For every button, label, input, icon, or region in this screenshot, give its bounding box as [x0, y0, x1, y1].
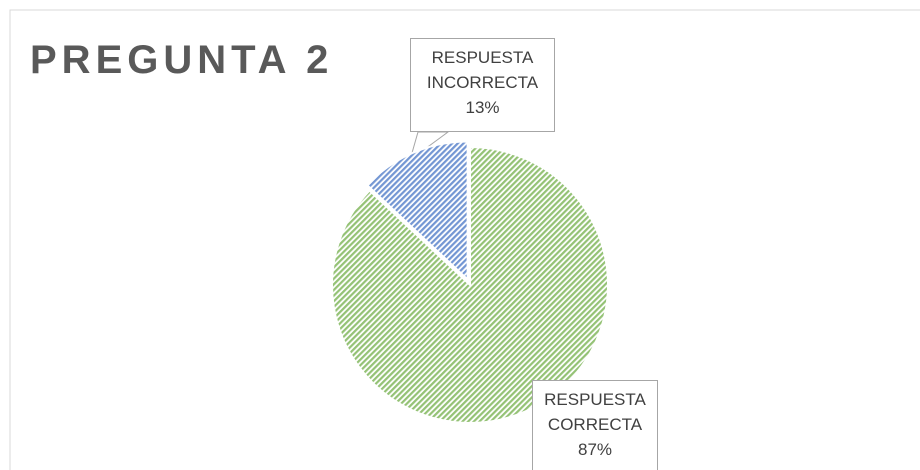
chart-border: [9, 9, 920, 470]
data-label: RESPUESTA INCORRECTA 13%: [410, 38, 555, 132]
category-label: RESPUESTA INCORRECTA: [426, 48, 539, 92]
pie-slice: [365, 140, 469, 282]
value-label: 87%: [577, 440, 613, 459]
chart-title: PREGUNTA 2: [30, 38, 334, 82]
value-label: 13%: [465, 98, 500, 117]
data-label: RESPUESTA CORRECTA 87%: [532, 380, 658, 470]
category-label: RESPUESTA CORRECTA: [544, 390, 646, 434]
pie-slice: [331, 145, 609, 424]
